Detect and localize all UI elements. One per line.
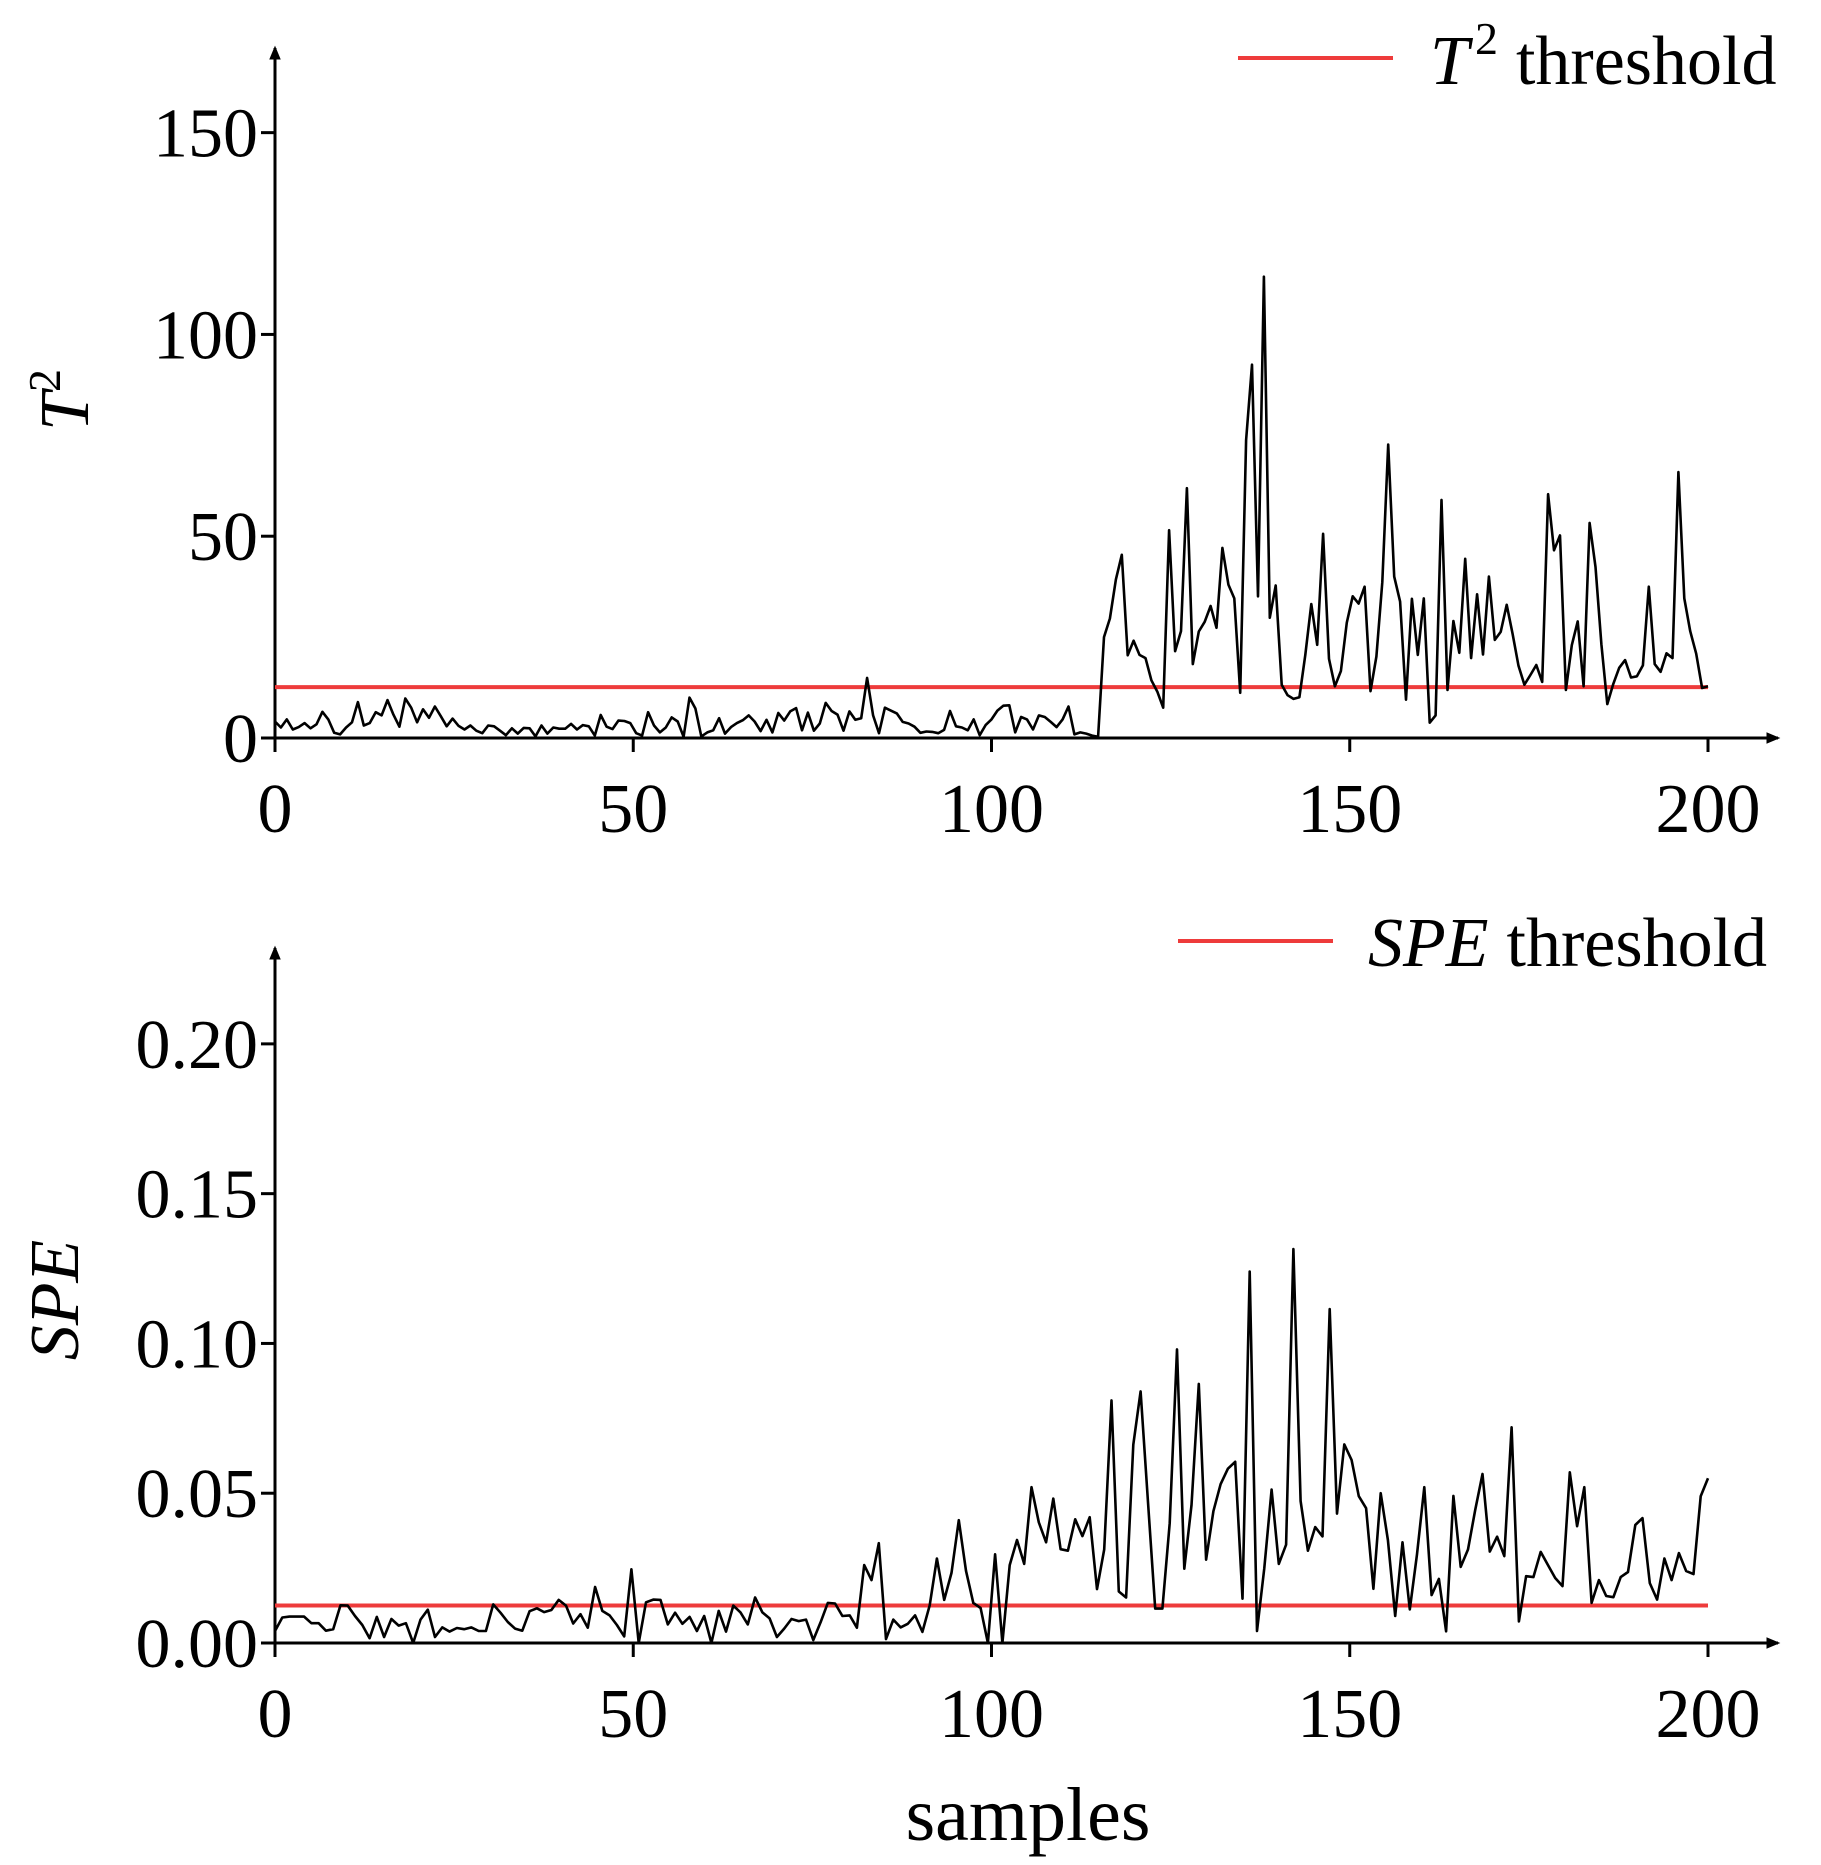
spe-x-tick-label: 50 [598,1676,668,1753]
svg-text:T2: T2 [19,369,104,431]
t2-x-tick-label: 100 [939,771,1044,848]
spe-x-tick-label: 200 [1656,1676,1761,1753]
spe-y-tick-label: 0.10 [136,1306,259,1383]
x-axis-title: samples [906,1773,1151,1857]
t2-ylabel: T2 [19,369,104,431]
spe-legend-text: threshold [1507,905,1768,982]
spe-y-tick-label: 0.05 [136,1456,259,1533]
t2-y-tick-label: 50 [188,499,258,576]
spe-ticks [261,1042,1710,1657]
t2-ticks [261,131,1710,752]
spe-x-tick-label: 0 [258,1676,293,1753]
t2-legend-superscript: 2 [1475,13,1498,64]
t2-x-tick-label: 50 [598,771,668,848]
spe-panel: 0 50 100 150 200 0.00 0.05 0.10 0.15 0.20 SPE SPE… [17,905,1781,1857]
t2-tick-labels: 0 50 100 150 200 0 50 100 150 [153,96,1761,848]
t2-ylabel-superscript: 2 [19,369,70,392]
t2-x-tick-label: 200 [1656,771,1761,848]
t2-series-line [274,275,1709,739]
spe-x-tick-label: 150 [1297,1676,1402,1753]
t2-x-tick-label: 0 [258,771,293,848]
t2-y-tick-label: 150 [153,96,258,173]
spe-y-tick-label: 0.15 [136,1157,259,1234]
spe-tick-labels: 0 50 100 150 200 0.00 0.05 0.10 0.15 0.20 [136,1007,1761,1753]
spe-x-tick-label: 100 [939,1676,1044,1753]
t2-legend-symbol: T [1430,23,1474,100]
spe-legend-symbol: SPE [1368,905,1489,982]
t2-ylabel-symbol: T [27,387,104,431]
spe-y-tick-label: 0.00 [136,1606,259,1683]
t2-y-tick-label: 100 [153,297,258,374]
spe-ylabel: SPE [17,1240,94,1361]
spe-y-tick-label: 0.20 [136,1007,259,1084]
t2-y-tick-label: 0 [223,701,258,778]
t2-legend: T 2 threshold [1238,13,1776,100]
spe-legend: SPE threshold [1178,905,1767,982]
t2-legend-text: threshold [1516,23,1777,100]
spe-series-line [273,1247,1710,1645]
t2-x-tick-label: 150 [1297,771,1402,848]
